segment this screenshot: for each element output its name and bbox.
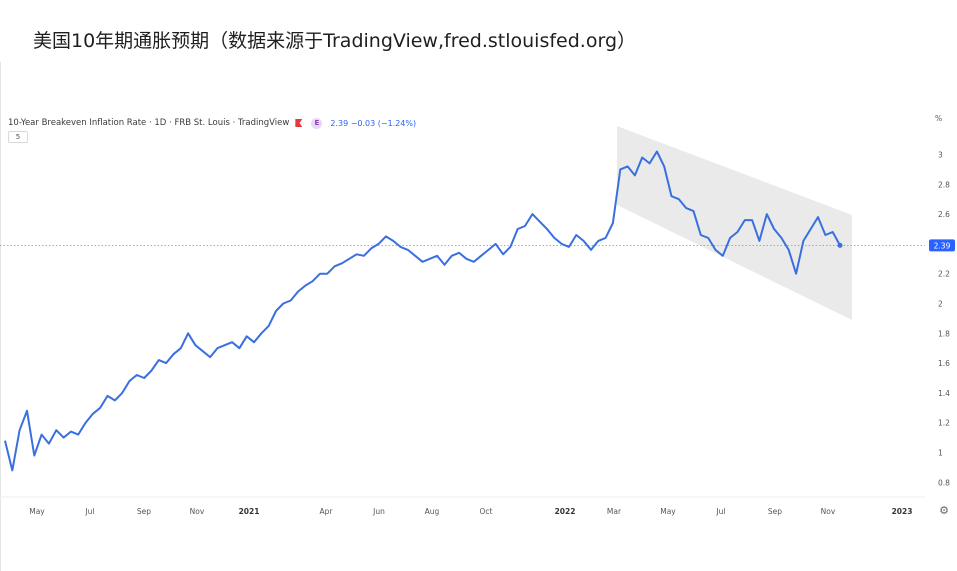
y-tick-label: 2.8	[938, 180, 950, 189]
quote-readout: 2.39 −0.03 (−1.24%)	[330, 118, 417, 128]
x-tick-label: Jun	[372, 507, 385, 516]
page-title: 美国10年期通胀预期（数据来源于TradingView,fred.stlouis…	[33, 30, 637, 52]
y-tick-label: 2.6	[938, 210, 950, 219]
x-tick-label: Nov	[821, 507, 836, 516]
last-price-label: 2.39	[929, 239, 955, 252]
y-tick-label: 1.2	[938, 419, 950, 428]
chart-header: 10-Year Breakeven Inflation Rate · 1D · …	[8, 116, 416, 130]
y-tick-label: 0.8	[938, 478, 950, 487]
x-tick-label: Nov	[190, 507, 205, 516]
series-line	[4, 150, 841, 472]
x-tick-label: May	[29, 507, 45, 516]
x-tick-label: Sep	[137, 507, 151, 516]
y-tick-label: 2.2	[938, 270, 950, 279]
x-tick-label: Sep	[768, 507, 782, 516]
x-tick-label: Mar	[607, 507, 622, 516]
x-tick-label: Aug	[425, 507, 440, 516]
interval-selector[interactable]: 5	[8, 131, 28, 143]
x-tick-label: May	[660, 507, 676, 516]
y-unit-label: %	[935, 114, 942, 123]
y-tick-label: 2	[938, 300, 943, 309]
gear-icon[interactable]: ⚙	[939, 504, 949, 517]
y-tick-label: 1.4	[938, 389, 950, 398]
events-badge-icon[interactable]: E	[311, 117, 323, 129]
x-tick-label: 2023	[892, 507, 913, 516]
trend-channel	[617, 126, 852, 320]
x-tick-label: Apr	[320, 507, 334, 516]
y-tick-label: 3	[938, 151, 943, 160]
x-tick-label: Oct	[480, 507, 493, 516]
x-axis: May Jul Sep Nov 2021 Apr Jun Aug Oct 2022 Mar May Ju…	[29, 507, 912, 516]
last-point-marker	[837, 242, 843, 248]
last-price-label-text: 2.39	[934, 241, 951, 250]
symbol-description: 10-Year Breakeven Inflation Rate · 1D · …	[8, 118, 290, 128]
x-tick-label: Jul	[715, 507, 725, 516]
frame-border	[0, 62, 1, 571]
y-tick-label: 1.8	[938, 329, 950, 338]
x-tick-label: 2021	[239, 507, 260, 516]
y-tick-label: 1	[938, 449, 943, 458]
last-price-label-box	[929, 239, 955, 252]
y-axis: 0.811.21.41.61.822.22.42.62.83	[938, 151, 950, 488]
x-tick-label: Jul	[84, 507, 94, 516]
x-tick-label: 2022	[555, 507, 576, 516]
y-tick-label: 1.6	[938, 359, 950, 368]
